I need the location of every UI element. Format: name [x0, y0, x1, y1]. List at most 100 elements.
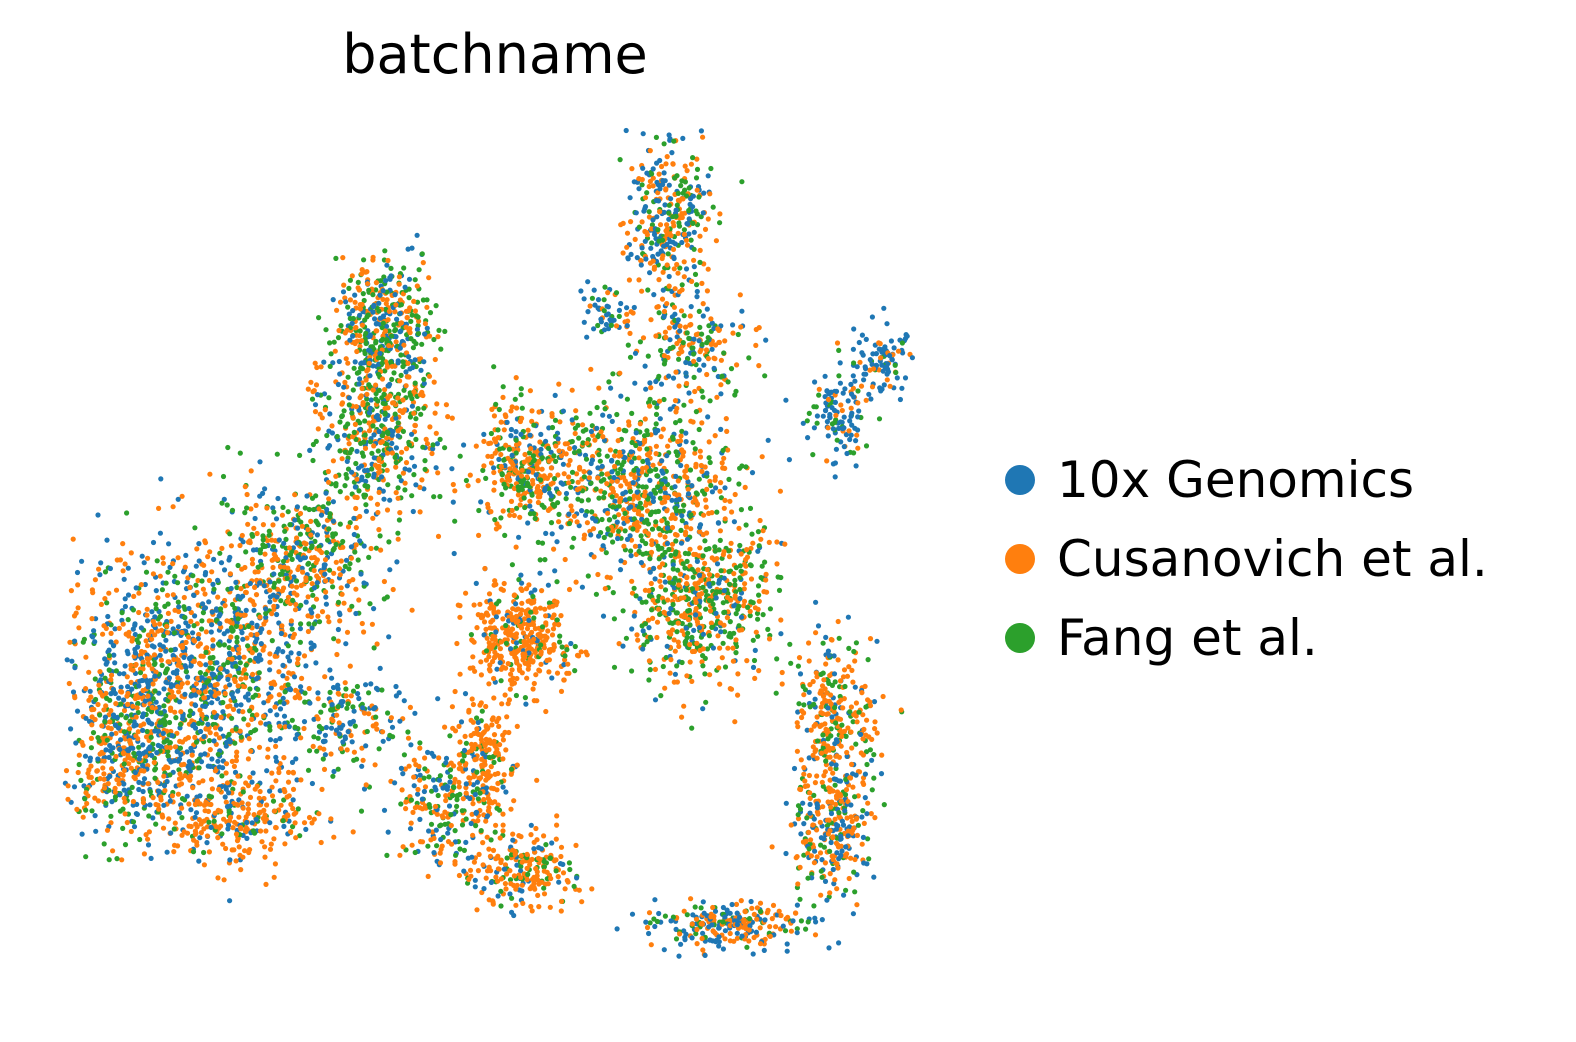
scatter-point-1593 [131, 719, 137, 725]
scatter-point-3821 [493, 401, 499, 407]
scatter-point-3244 [352, 421, 358, 427]
scatter-point-2148 [377, 533, 383, 539]
scatter-point-3458 [340, 739, 346, 745]
scatter-point-2999 [380, 488, 386, 494]
scatter-point-2062 [211, 586, 217, 592]
scatter-point-2711 [424, 297, 430, 303]
scatter-point-3141 [359, 474, 365, 480]
scatter-point-1892 [247, 794, 254, 801]
scatter-point-2336 [271, 509, 277, 515]
scatter-point-2038 [346, 566, 352, 572]
scatter-point-2028 [175, 580, 181, 586]
scatter-point-1900 [328, 816, 334, 822]
scatter-point-1645 [149, 704, 155, 711]
scatter-point-582 [108, 639, 114, 645]
scatter-point-4863 [584, 440, 590, 446]
scatter-point-3067 [307, 447, 313, 453]
scatter-point-2155 [235, 616, 241, 622]
scatter-point-3401 [363, 743, 369, 749]
scatter-point-2531 [442, 328, 448, 334]
scatter-point-3348 [380, 729, 386, 735]
scatter-point-3560 [515, 492, 522, 498]
scatter-point-553 [128, 679, 134, 686]
scatter-point-991 [232, 740, 238, 746]
scatter-point-4183 [538, 661, 544, 667]
scatter-point-2951 [363, 502, 369, 508]
scatter-point-3149 [393, 415, 399, 421]
scatter-point-4536 [575, 422, 581, 428]
scatter-point-2097 [249, 561, 256, 567]
scatter-point-2396 [311, 585, 317, 591]
scatter-point-1658 [136, 756, 142, 762]
scatter-point-2405 [286, 545, 293, 551]
scatter-point-674 [207, 659, 213, 666]
scatter-point-3127 [326, 479, 332, 485]
scatter-point-4816 [607, 447, 614, 453]
scatter-point-1101 [203, 629, 209, 635]
scatter-point-4330 [640, 458, 646, 464]
scatter-point-3356 [393, 683, 399, 690]
scatter-point-2945 [353, 542, 359, 548]
scatter-point-3405 [289, 717, 295, 723]
scatter-point-4481 [548, 493, 555, 499]
scatter-point-865 [191, 687, 197, 693]
scatter-point-1037 [193, 563, 199, 569]
scatter-point-2233 [273, 516, 280, 522]
scatter-point-4662 [648, 491, 654, 497]
scatter-point-1346 [122, 596, 128, 602]
scatter-point-4932 [759, 563, 765, 569]
scatter-point-1235 [227, 554, 233, 560]
scatter-point-1339 [175, 555, 181, 561]
scatter-point-3788 [531, 510, 537, 517]
scatter-point-2980 [363, 478, 369, 484]
scatter-point-955 [237, 660, 243, 666]
scatter-point-4690 [575, 496, 581, 502]
scatter-point-2804 [380, 288, 386, 294]
scatter-point-219 [177, 738, 183, 745]
scatter-point-4439 [560, 481, 566, 487]
scatter-point-1326 [149, 721, 155, 727]
scatter-point-2016 [242, 509, 248, 516]
scatter-point-4647 [639, 505, 645, 511]
scatter-point-4785 [588, 532, 594, 538]
scatter-point-4145 [528, 609, 534, 615]
scatter-point-128 [272, 704, 278, 710]
scatter-point-4882 [722, 465, 728, 471]
scatter-point-4823 [628, 449, 634, 455]
scatter-point-1588 [104, 827, 111, 833]
scatter-point-3285 [411, 410, 417, 416]
scatter-point-2376 [322, 571, 328, 577]
scatter-point-4114 [519, 670, 525, 676]
scatter-point-3085 [423, 436, 429, 442]
scatter-point-1880 [231, 780, 237, 786]
scatter-point-486 [144, 606, 150, 612]
scatter-point-1690 [148, 855, 154, 862]
scatter-point-2373 [316, 506, 322, 512]
scatter-point-4589 [537, 477, 544, 483]
scatter-point-3498 [463, 477, 469, 484]
scatter-point-4848 [645, 431, 651, 438]
scatter-point-4964 [756, 598, 762, 604]
scatter-point-3310 [342, 379, 348, 385]
scatter-point-1314 [209, 609, 215, 615]
scatter-point-1561 [101, 771, 107, 777]
scatter-point-499 [230, 706, 237, 713]
scatter-point-1899 [245, 806, 252, 812]
scatter-point-3206 [366, 410, 373, 416]
scatter-point-1521 [172, 758, 178, 764]
scatter-point-2096 [343, 557, 350, 563]
scatter-point-619 [170, 626, 176, 632]
scatter-point-1625 [88, 735, 94, 742]
scatter-point-2141 [217, 550, 223, 556]
scatter-point-3598 [555, 500, 561, 506]
scatter-point-3782 [503, 413, 509, 420]
scatter-point-1808 [242, 848, 248, 854]
scatter-point-2692 [357, 306, 363, 312]
scatter-point-2068 [369, 621, 375, 627]
scatter-point-3170 [403, 460, 410, 466]
scatter-point-3472 [352, 723, 358, 729]
scatter-point-3225 [437, 493, 443, 500]
scatter-point-1127 [276, 669, 282, 675]
scatter-point-2312 [280, 558, 287, 564]
scatter-point-4897 [651, 487, 657, 493]
